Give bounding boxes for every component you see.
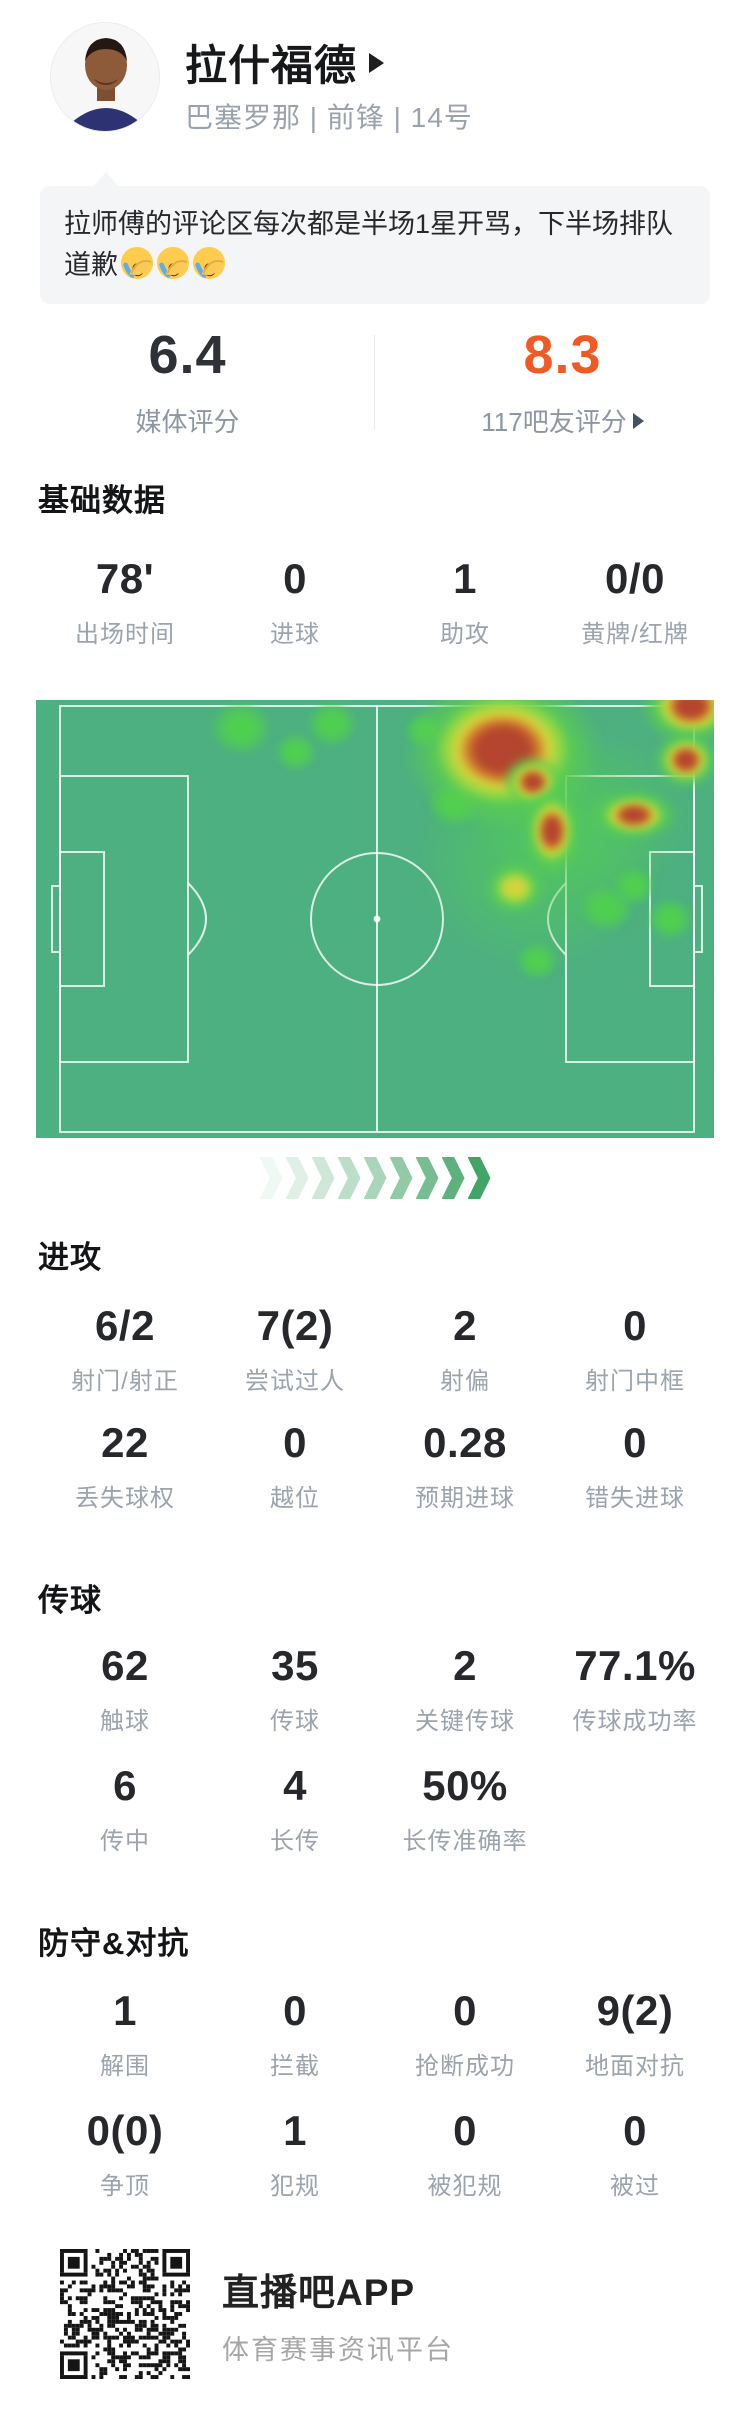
- stat-minutes: 78' 出场时间: [75, 555, 175, 649]
- stat-passes: 35 传球: [270, 1642, 320, 1736]
- fan-rating-value: 8.3: [523, 325, 602, 385]
- heat-blob: [274, 732, 318, 772]
- chevron-icon: [259, 1157, 283, 1199]
- stat-touches: 62 触球: [100, 1642, 150, 1736]
- heat-blob: [646, 897, 694, 941]
- crying-face-emoji-icon: [156, 246, 190, 280]
- heat-blob: [652, 730, 714, 790]
- stat-goals: 0 进球: [270, 555, 320, 649]
- heat-blob: [306, 700, 358, 748]
- stat-assists: 1 助攻: [440, 555, 490, 649]
- fan-rating-label: 117吧友评分: [481, 407, 627, 437]
- player-name-row[interactable]: 拉什福德: [185, 32, 385, 93]
- attack-stats-row-2: 22 丢失球权 0 越位 0.28 预期进球 0 错失进球: [40, 1422, 720, 1513]
- stat-empty: [550, 1765, 720, 1856]
- position-heatmap: [36, 700, 714, 1138]
- hot-comment-text: 拉师傅的评论区每次都是半场1星开骂，下半场排队道歉: [64, 209, 674, 280]
- stat-crosses: 6 传中: [100, 1762, 150, 1856]
- section-title-attack: 进攻: [38, 1240, 102, 1275]
- player-team-position: 巴塞罗那 | 前锋 | 14号: [185, 102, 473, 133]
- stat-pass-accuracy: 77.1% 传球成功率: [572, 1642, 698, 1736]
- qr-code: [60, 2248, 190, 2380]
- crying-face-emoji-icon: [120, 246, 154, 280]
- player-photo: [51, 23, 159, 131]
- chevron-icon: [337, 1157, 361, 1199]
- media-rating-value: 6.4: [148, 325, 227, 385]
- stat-ground-duels: 9(2) 地面对抗: [585, 1987, 685, 2081]
- stat-tackles-won: 0 抢断成功: [415, 1987, 515, 2081]
- qr-code-svg: [60, 2249, 190, 2379]
- basic-stats-row: 78' 出场时间 0 进球 1 助攻 0/0 黄牌/红牌: [40, 558, 720, 649]
- stat-expected-goals: 0.28 预期进球: [415, 1419, 515, 1513]
- stat-clearances: 1 解围: [100, 1987, 150, 2081]
- stat-fouled: 0 被犯规: [427, 2107, 503, 2201]
- heat-blob: [590, 789, 678, 841]
- chevron-icon: [363, 1157, 387, 1199]
- stat-woodwork: 0 射门中框: [585, 1302, 685, 1396]
- stat-key-passes: 2 关键传球: [415, 1642, 515, 1736]
- stat-aerial-duels: 0(0) 争顶: [86, 2107, 164, 2201]
- chevron-icon: [441, 1157, 465, 1199]
- passing-stats-row-2: 6 传中 4 长传 50% 长传准确率: [40, 1765, 720, 1856]
- media-rating: 6.4 媒体评分: [0, 300, 375, 445]
- stat-offsides: 0 越位: [270, 1419, 320, 1513]
- heat-blob: [515, 941, 559, 981]
- stat-shots-off: 2 射偏: [440, 1302, 490, 1396]
- ratings-section: 6.4 媒体评分 8.3 117吧友评分: [0, 300, 750, 445]
- ratings-divider: [374, 335, 375, 430]
- heat-blob: [522, 785, 582, 877]
- chevron-icon: [467, 1157, 491, 1199]
- name-arrow-icon: [369, 52, 385, 73]
- player-name: 拉什福德: [185, 42, 358, 89]
- app-description: 体育赛事资讯平台: [222, 2335, 454, 2365]
- attack-stats-row-1: 6/2 射门/射正 7(2) 尝试过人 2 射偏 0 射门中框: [40, 1305, 720, 1396]
- media-rating-label: 媒体评分: [135, 407, 240, 437]
- section-title-passing: 传球: [38, 1583, 102, 1618]
- heatmap-layer: [36, 700, 714, 1138]
- bubble-tail: [92, 172, 120, 188]
- stat-dribbles: 7(2) 尝试过人: [245, 1302, 345, 1396]
- chevron-icon: [311, 1157, 335, 1199]
- heat-blob: [612, 866, 656, 906]
- chevron-icon: [415, 1157, 439, 1199]
- stat-dribbled-past: 0 被过: [610, 2107, 660, 2201]
- stat-long-ball-accuracy: 50% 长传准确率: [402, 1762, 528, 1856]
- defense-stats-row-2: 0(0) 争顶 1 犯规 0 被犯规 0 被过: [40, 2110, 720, 2201]
- section-title-defense: 防守&对抗: [38, 1926, 190, 1961]
- player-avatar[interactable]: [50, 22, 160, 132]
- chevron-icon: [389, 1157, 413, 1199]
- stat-shots: 6/2 射门/射正: [71, 1302, 179, 1396]
- section-title-basic: 基础数据: [38, 483, 166, 518]
- chevron-icon: [285, 1157, 309, 1199]
- stat-missed-chances: 0 错失进球: [585, 1419, 685, 1513]
- heat-blob: [209, 700, 273, 756]
- fan-rating[interactable]: 8.3 117吧友评分: [375, 300, 750, 445]
- defense-stats-row-1: 1 解围 0 拦截 0 抢断成功 9(2) 地面对抗: [40, 1990, 720, 2081]
- fan-rating-arrow-icon: [632, 412, 644, 429]
- stat-interceptions: 0 拦截: [270, 1987, 320, 2081]
- stat-long-balls: 4 长传: [270, 1762, 320, 1856]
- crying-face-emoji-icon: [192, 246, 226, 280]
- app-name: 直播吧APP: [222, 2272, 416, 2313]
- hot-comment-bubble[interactable]: 拉师傅的评论区每次都是半场1星开骂，下半场排队道歉: [40, 172, 710, 304]
- stat-fouls: 1 犯规: [270, 2107, 320, 2201]
- stat-cards: 0/0 黄牌/红牌: [581, 555, 689, 649]
- chevron-row: [0, 1156, 750, 1200]
- stat-possession-lost: 22 丢失球权: [75, 1419, 175, 1513]
- passing-stats-row-1: 62 触球 35 传球 2 关键传球 77.1% 传球成功率: [40, 1645, 720, 1736]
